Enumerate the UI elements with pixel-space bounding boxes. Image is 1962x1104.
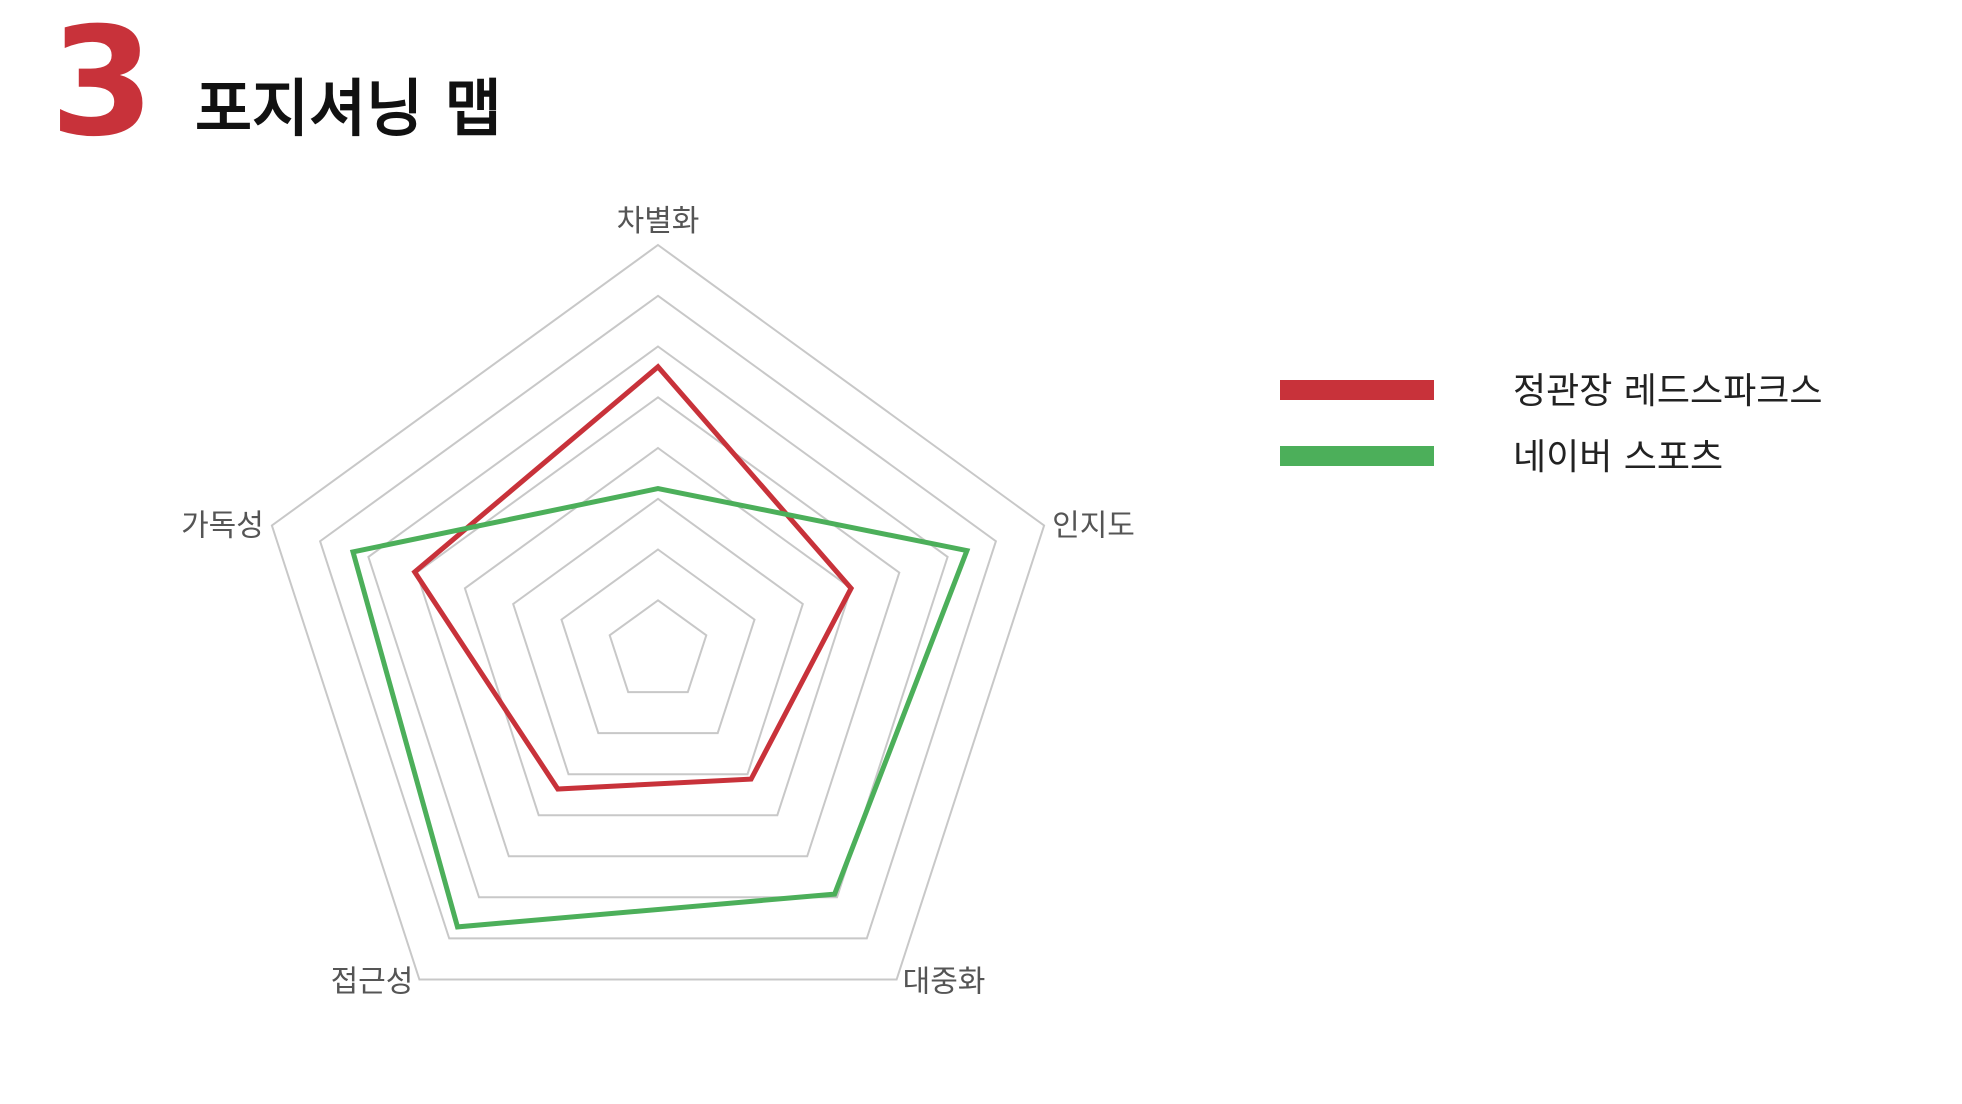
legend-label: 네이버 스포츠 [1513,437,1723,478]
legend-swatch [1280,380,1434,400]
series-polygon-0 [411,363,855,792]
axis-label: 가독성 [181,509,264,544]
grid-ring [367,345,949,899]
legend-label: 정관장 레드스파크스 [1513,371,1823,412]
grid-ring [318,294,998,940]
legend-swatch [1280,446,1434,466]
grid-ring [512,497,804,776]
grid-ring [560,548,756,735]
axis-label: 대중화 [903,965,986,1000]
axis-label: 인지도 [1052,509,1135,544]
grid-ring [270,243,1046,981]
axis-label: 차별화 [617,204,700,239]
grid-ring [415,396,901,858]
radar-series [349,363,971,930]
page-title: 포지셔닝 맵 [195,72,502,145]
section-number: 3 [50,0,155,170]
radar-grid [270,243,1046,981]
axis-label: 접근성 [331,965,414,1000]
grid-ring [608,599,708,694]
grid-ring [463,446,853,817]
series-polygon-1 [349,486,971,930]
